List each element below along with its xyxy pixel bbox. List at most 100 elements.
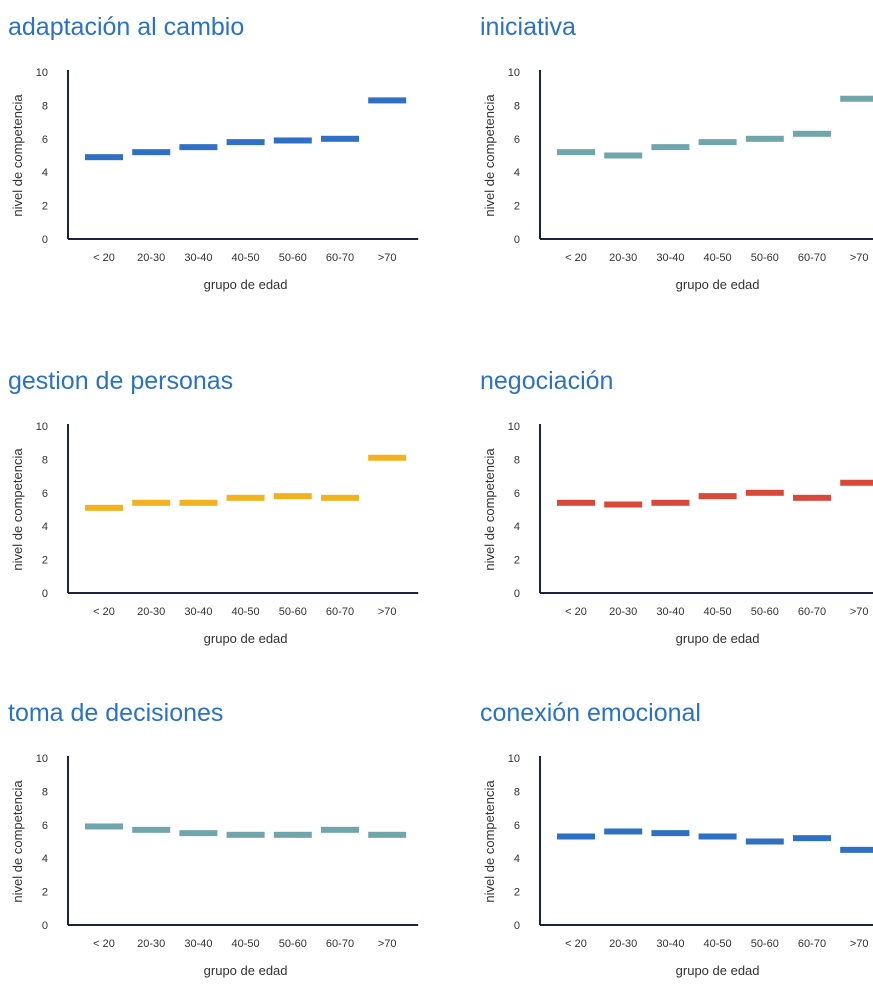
level-bar bbox=[698, 493, 737, 500]
level-bar bbox=[132, 149, 171, 156]
level-bar bbox=[273, 493, 312, 500]
level-bar bbox=[793, 130, 831, 137]
x-tick-label: 20-30 bbox=[137, 252, 165, 264]
chart-panel-gestion-personas: gestion de personas nivel de competencia… bbox=[8, 366, 428, 666]
level-bar bbox=[604, 152, 643, 159]
x-tick-label: 40-50 bbox=[232, 938, 260, 950]
y-tick-label: 0 bbox=[42, 588, 48, 600]
chart-svg: nivel de competencia 0 2 4 6 8 10 < 20 20-30 30-4… bbox=[482, 753, 873, 978]
x-tick-label: 30-40 bbox=[184, 938, 212, 950]
y-tick-label: 8 bbox=[514, 100, 520, 112]
chart-title: iniciativa bbox=[480, 13, 576, 41]
level-bar bbox=[85, 823, 123, 830]
level-bar bbox=[226, 139, 265, 146]
y-tick-label: 6 bbox=[42, 488, 48, 500]
chart-title: gestion de personas bbox=[8, 367, 234, 395]
y-tick-label: 8 bbox=[42, 100, 48, 112]
x-tick-label: 60-70 bbox=[326, 252, 354, 264]
x-tick-label: 60-70 bbox=[798, 938, 826, 950]
x-tick-label: 20-30 bbox=[609, 252, 637, 264]
x-tick-label: >70 bbox=[378, 606, 397, 618]
y-tick-label: 2 bbox=[514, 201, 520, 213]
x-tick-label: 60-70 bbox=[798, 606, 826, 618]
x-tick-label: 30-40 bbox=[656, 606, 684, 618]
level-bar bbox=[557, 499, 595, 506]
x-tick-label: 40-50 bbox=[232, 606, 260, 618]
level-bar bbox=[179, 144, 218, 151]
y-tick-label: 2 bbox=[514, 555, 520, 567]
chart-title: conexión emocional bbox=[480, 699, 701, 727]
level-bar bbox=[745, 838, 784, 845]
x-tick-label: 20-30 bbox=[137, 938, 165, 950]
chart-title: adaptación al cambio bbox=[8, 13, 245, 41]
level-bar bbox=[557, 833, 595, 840]
x-tick-label: 30-40 bbox=[184, 252, 212, 264]
chart-title: negociación bbox=[480, 367, 614, 395]
level-bar bbox=[226, 494, 265, 501]
y-tick-label: 4 bbox=[42, 853, 48, 865]
x-tick-label: >70 bbox=[850, 938, 869, 950]
x-tick-label: 40-50 bbox=[704, 938, 732, 950]
y-tick-label: 10 bbox=[508, 753, 520, 765]
x-tick-label: 30-40 bbox=[184, 606, 212, 618]
x-tick-label: < 20 bbox=[93, 938, 115, 950]
level-bar bbox=[273, 137, 312, 144]
level-bar bbox=[368, 831, 407, 838]
chart-svg: nivel de competencia 0 2 4 6 8 10 < 20 20-30 30-4… bbox=[10, 753, 419, 978]
y-tick-label: 10 bbox=[36, 67, 48, 79]
x-axis-label: grupo de edad bbox=[204, 963, 288, 978]
level-bar bbox=[745, 135, 784, 142]
x-axis-label: grupo de edad bbox=[676, 631, 760, 646]
y-tick-label: 2 bbox=[42, 555, 48, 567]
y-axis-label: nivel de competencia bbox=[482, 448, 497, 571]
x-tick-label: 20-30 bbox=[609, 606, 637, 618]
y-tick-label: 0 bbox=[42, 920, 48, 932]
y-tick-label: 4 bbox=[514, 521, 520, 533]
y-tick-label: 6 bbox=[514, 820, 520, 832]
level-bar bbox=[604, 828, 643, 835]
level-bar bbox=[85, 154, 123, 161]
level-bar bbox=[132, 826, 171, 833]
x-tick-label: < 20 bbox=[565, 252, 587, 264]
y-tick-label: 10 bbox=[36, 753, 48, 765]
level-bar bbox=[273, 831, 312, 838]
level-bar bbox=[745, 489, 784, 496]
y-tick-label: 0 bbox=[514, 234, 520, 246]
y-tick-label: 8 bbox=[42, 786, 48, 798]
level-bar bbox=[840, 846, 873, 853]
y-tick-label: 10 bbox=[508, 67, 520, 79]
x-tick-label: 60-70 bbox=[326, 938, 354, 950]
y-axis-label: nivel de competencia bbox=[10, 94, 25, 217]
x-tick-label: >70 bbox=[850, 606, 869, 618]
x-axis-label: grupo de edad bbox=[676, 277, 760, 292]
chart-panel-toma-decisiones: toma de decisiones nivel de competencia 0… bbox=[8, 698, 428, 998]
level-bar bbox=[226, 831, 265, 838]
y-axis-label: nivel de competencia bbox=[10, 780, 25, 903]
x-tick-label: 50-60 bbox=[279, 938, 307, 950]
y-tick-label: 2 bbox=[42, 201, 48, 213]
level-bar bbox=[651, 144, 690, 151]
x-tick-label: < 20 bbox=[93, 252, 115, 264]
x-tick-label: 60-70 bbox=[326, 606, 354, 618]
y-tick-label: 2 bbox=[514, 887, 520, 899]
x-tick-label: < 20 bbox=[93, 606, 115, 618]
level-bar bbox=[321, 494, 359, 501]
y-tick-label: 0 bbox=[42, 234, 48, 246]
level-bar bbox=[793, 835, 831, 842]
y-tick-label: 10 bbox=[508, 421, 520, 433]
level-bar bbox=[698, 833, 737, 840]
level-bar bbox=[604, 501, 643, 508]
x-tick-label: >70 bbox=[378, 252, 397, 264]
y-tick-label: 10 bbox=[36, 421, 48, 433]
level-bar bbox=[840, 95, 873, 102]
x-tick-label: 50-60 bbox=[751, 606, 779, 618]
x-tick-label: >70 bbox=[850, 252, 869, 264]
y-tick-label: 8 bbox=[514, 786, 520, 798]
y-tick-label: 4 bbox=[42, 167, 48, 179]
x-tick-label: 50-60 bbox=[751, 252, 779, 264]
x-tick-label: 30-40 bbox=[656, 252, 684, 264]
chart-svg: nivel de competencia 0 2 4 6 8 10 < 20 20-30 30-4… bbox=[10, 67, 419, 292]
level-bar bbox=[368, 454, 407, 461]
x-axis-label: grupo de edad bbox=[204, 631, 288, 646]
y-tick-label: 0 bbox=[514, 920, 520, 932]
